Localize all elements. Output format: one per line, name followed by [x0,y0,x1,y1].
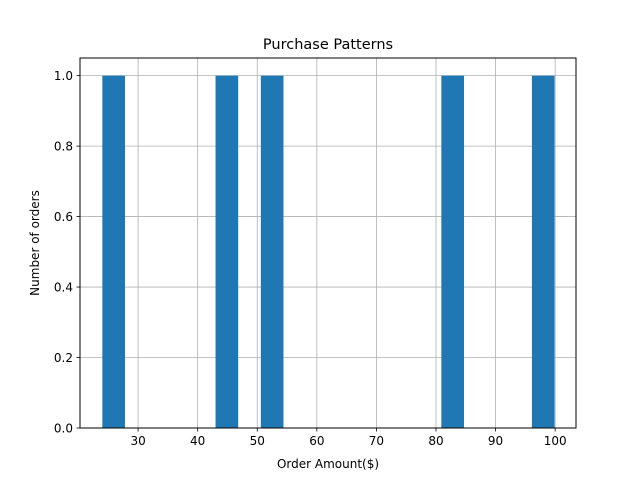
plot-frame [79,57,577,429]
histogram-bar [441,75,464,428]
x-tick-label: 100 [544,434,567,448]
histogram-bar [531,75,555,428]
x-tick-label: 70 [369,434,384,448]
bars [102,75,555,428]
x-axis-ticks: 30 40 50 60 70 80 90 100 [130,428,567,448]
x-axis-label: Order Amount($) [277,457,379,471]
x-tick-label: 40 [190,434,205,448]
x-tick-label: 50 [250,434,265,448]
x-tick-label: 30 [130,434,145,448]
x-tick-label: 90 [488,434,503,448]
histogram-bar [102,75,125,428]
y-tick-label: 0.2 [54,351,73,365]
y-tick-label: 0.4 [54,281,73,295]
y-tick-label: 0.0 [54,422,73,436]
x-tick-label: 60 [309,434,324,448]
histogram-bar [260,75,284,428]
x-tick-label: 80 [428,434,443,448]
y-tick-label: 0.8 [54,140,73,154]
y-tick-label: 0.6 [54,210,73,224]
histogram-bar [215,75,239,428]
y-tick-label: 1.0 [54,69,73,83]
y-axis-label: Number of orders [28,190,42,296]
y-axis-ticks: 0.0 0.2 0.4 0.6 0.8 1.0 [54,69,80,436]
grid-lines [80,58,576,429]
chart-title: Purchase Patterns [263,37,393,53]
